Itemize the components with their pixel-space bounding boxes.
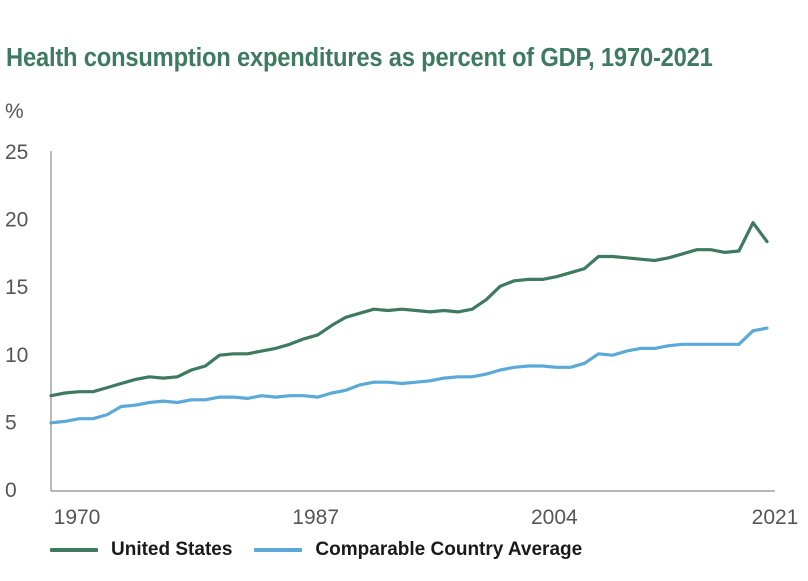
series-line-united-states: [49, 221, 769, 398]
x-tick-label: 2004: [531, 506, 578, 529]
y-tick-labels: 0 5 10 15 20 25: [5, 141, 28, 502]
legend-label-united-states: United States: [111, 539, 233, 560]
series-line-comparable-country-average: [49, 326, 769, 425]
legend-item-united-states: United States: [50, 539, 232, 561]
y-tick-label: 25: [5, 141, 28, 164]
series-lines: [49, 221, 769, 425]
y-tick-label: 20: [5, 209, 28, 232]
y-axis-unit-label: %: [5, 100, 24, 123]
chart-legend: United States Comparable Country Average: [50, 539, 604, 561]
y-tick-label: 5: [5, 411, 17, 434]
y-tick-label: 10: [5, 344, 28, 367]
chart-title: Health consumption expenditures as perce…: [6, 44, 713, 72]
x-tick-label: 2021: [752, 506, 799, 529]
chart-axes: [50, 151, 775, 492]
legend-item-comparable-country-average: Comparable Country Average: [254, 539, 582, 561]
legend-label-comparable-country-average: Comparable Country Average: [315, 539, 583, 560]
legend-swatch-united-states: [50, 548, 98, 552]
y-tick-label: 15: [5, 276, 28, 299]
x-tick-label: 1987: [292, 506, 339, 529]
x-tick-labels: 1970 1987 2004 2021: [54, 506, 799, 529]
x-tick-label: 1970: [54, 506, 101, 529]
legend-swatch-comparable-country-average: [254, 548, 303, 552]
y-tick-label: 0: [5, 479, 17, 502]
